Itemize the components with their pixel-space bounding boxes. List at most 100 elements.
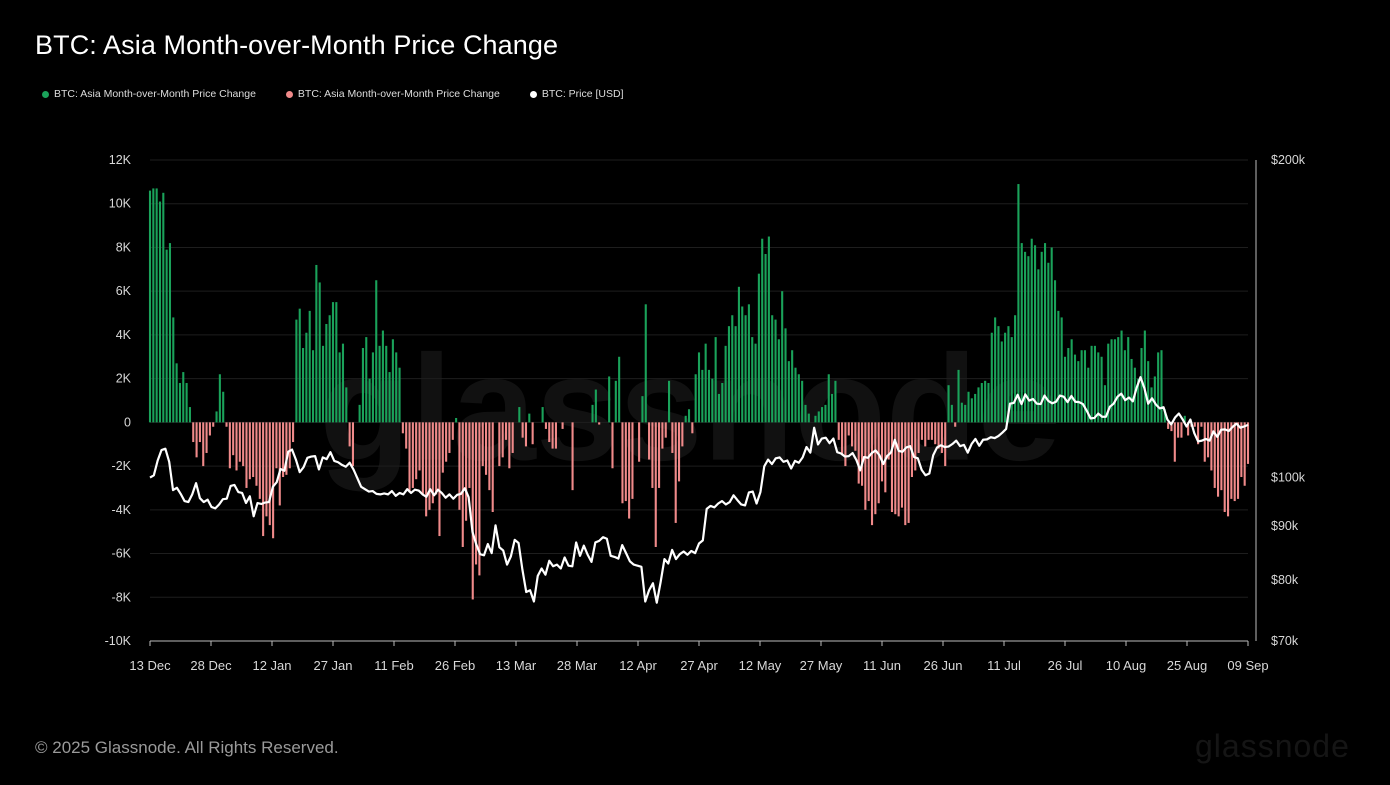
bar xyxy=(937,422,940,449)
bar xyxy=(664,422,667,438)
bar xyxy=(188,407,191,423)
bar xyxy=(321,345,325,423)
bar xyxy=(628,422,631,519)
bar xyxy=(771,315,774,423)
bar xyxy=(837,422,840,440)
bar xyxy=(794,367,797,423)
bar xyxy=(824,404,827,423)
bar xyxy=(318,282,321,423)
y-left-tick-label: 2K xyxy=(116,372,132,386)
bar xyxy=(1050,247,1053,423)
bar xyxy=(288,422,291,469)
bar xyxy=(781,291,784,423)
bar xyxy=(880,422,884,482)
bar xyxy=(182,372,185,423)
bar xyxy=(694,374,697,423)
bar xyxy=(511,422,514,453)
bar xyxy=(571,422,574,491)
x-tick-label: 13 Dec xyxy=(129,658,171,673)
x-tick-label: 26 Jun xyxy=(923,658,962,673)
bar xyxy=(1127,337,1130,423)
x-tick-label: 27 Jan xyxy=(313,658,352,673)
bar xyxy=(924,422,927,447)
bar xyxy=(651,422,654,488)
bar xyxy=(465,422,468,521)
bar xyxy=(198,422,201,443)
bar xyxy=(561,422,564,429)
bar xyxy=(1240,422,1243,478)
bar xyxy=(658,422,661,488)
bar xyxy=(554,422,557,449)
bar xyxy=(1120,330,1123,423)
bar xyxy=(308,310,311,423)
bar xyxy=(887,422,890,460)
price-line xyxy=(149,376,1249,604)
bar xyxy=(215,411,218,423)
bar xyxy=(624,422,627,502)
bar xyxy=(1040,251,1043,423)
bar xyxy=(711,378,714,423)
bar xyxy=(731,315,734,423)
bar xyxy=(445,422,448,462)
bar xyxy=(212,422,215,427)
y-left-tick-label: 6K xyxy=(116,284,132,298)
y-right-tick-label: $200k xyxy=(1271,153,1306,167)
bar xyxy=(1163,409,1166,423)
bar xyxy=(405,422,408,449)
bar xyxy=(960,402,963,423)
bar xyxy=(927,422,930,440)
bar xyxy=(851,422,854,447)
bar xyxy=(418,422,421,471)
y-left-tick-label: 12K xyxy=(109,153,132,167)
bar xyxy=(1007,326,1010,423)
bar xyxy=(491,422,494,512)
bar xyxy=(1200,422,1203,427)
bar xyxy=(265,422,268,517)
bar xyxy=(238,422,241,462)
bar xyxy=(954,422,957,427)
bar xyxy=(461,422,464,547)
x-tick-label: 12 May xyxy=(739,658,782,673)
bar xyxy=(874,422,877,515)
bar xyxy=(245,422,248,488)
bar xyxy=(235,422,238,471)
bar xyxy=(1157,352,1160,423)
bar xyxy=(331,302,335,423)
bar xyxy=(292,422,295,443)
bar xyxy=(311,350,315,423)
bar xyxy=(544,422,547,429)
bar xyxy=(1000,341,1003,423)
bar xyxy=(528,413,531,423)
bar xyxy=(857,422,860,484)
bar xyxy=(378,345,381,423)
bar xyxy=(751,337,754,423)
bar xyxy=(870,422,874,526)
bar xyxy=(1090,345,1093,423)
bar xyxy=(797,374,800,423)
bar xyxy=(155,188,158,423)
bar xyxy=(471,422,474,600)
bar xyxy=(242,422,245,467)
legend-item-negative[interactable]: BTC: Asia Month-over-Month Price Change xyxy=(285,88,500,100)
bar xyxy=(1137,378,1140,423)
bar xyxy=(358,404,361,423)
y-left-tick-label: -8K xyxy=(112,590,132,604)
bar xyxy=(691,422,694,434)
bar xyxy=(977,387,980,423)
bar xyxy=(208,422,211,436)
bar xyxy=(621,422,624,504)
legend-item-positive[interactable]: BTC: Asia Month-over-Month Price Change xyxy=(42,88,256,100)
bar xyxy=(1030,238,1033,423)
y-right-tick-label: $70k xyxy=(1271,634,1299,648)
legend-item-price[interactable]: BTC: Price [USD] xyxy=(529,88,624,100)
bar xyxy=(1153,376,1156,423)
bar xyxy=(914,422,917,471)
x-tick-label: 10 Aug xyxy=(1106,658,1147,673)
bar xyxy=(481,422,484,467)
bar xyxy=(1100,356,1103,423)
bar xyxy=(1034,245,1037,423)
bar xyxy=(1230,422,1233,499)
bar xyxy=(721,383,724,423)
bar xyxy=(1077,361,1080,423)
